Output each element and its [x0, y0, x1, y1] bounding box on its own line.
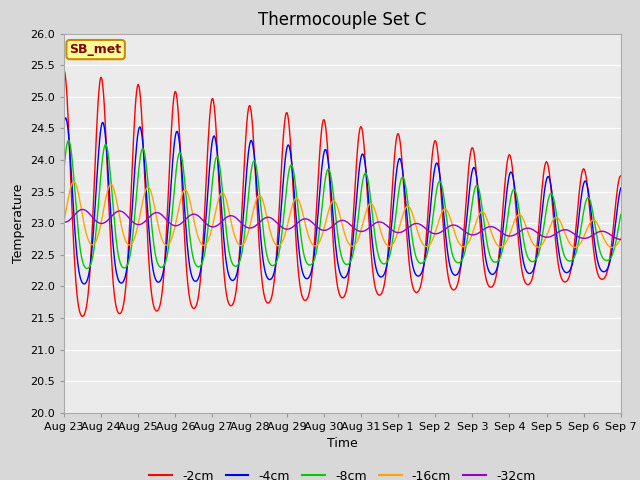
- X-axis label: Time: Time: [327, 437, 358, 450]
- Legend: -2cm, -4cm, -8cm, -16cm, -32cm: -2cm, -4cm, -8cm, -16cm, -32cm: [145, 465, 540, 480]
- Text: SB_met: SB_met: [70, 43, 122, 56]
- Title: Thermocouple Set C: Thermocouple Set C: [258, 11, 427, 29]
- Y-axis label: Temperature: Temperature: [12, 183, 24, 263]
